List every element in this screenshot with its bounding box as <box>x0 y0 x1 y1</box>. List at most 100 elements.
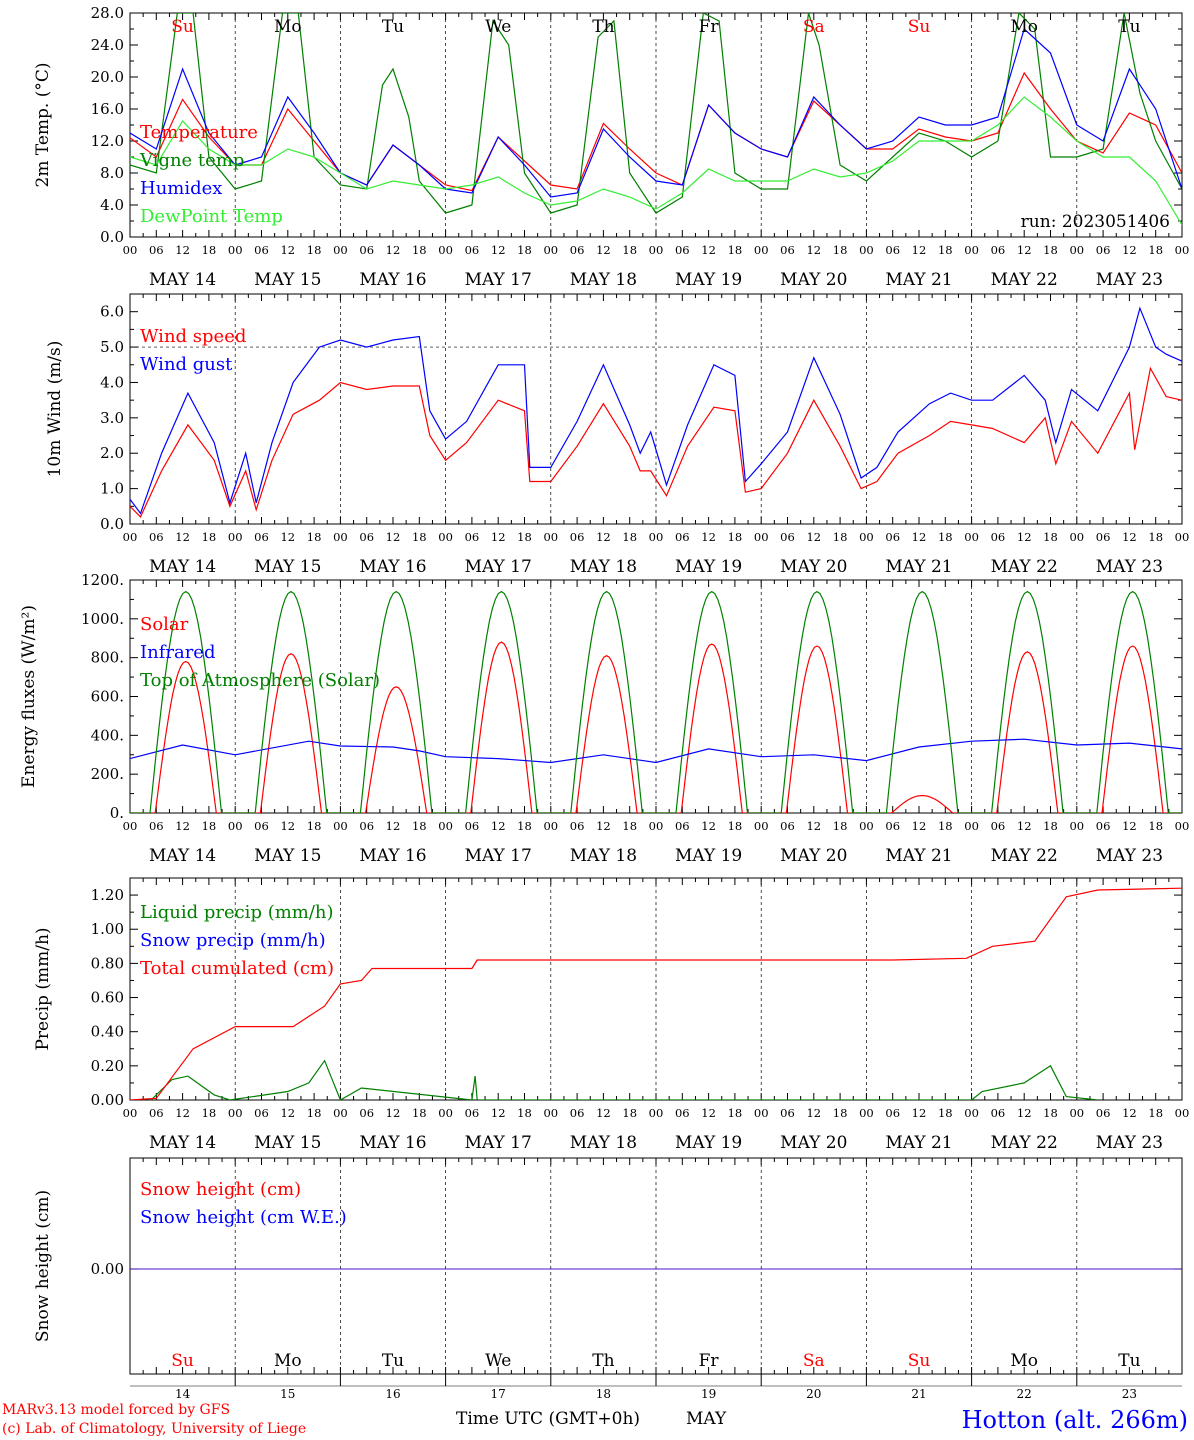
y-tick-label: 12.0 <box>91 132 124 150</box>
y-axis-label: Energy fluxes (W/m²) <box>19 605 39 788</box>
weekday-label: Su <box>171 1351 194 1371</box>
day-label: MAY 15 <box>254 1133 321 1153</box>
series-line <box>130 590 1182 813</box>
hour-tick-label: 00 <box>1069 819 1084 833</box>
hour-tick-label: 00 <box>859 819 874 833</box>
y-tick-label: 200. <box>91 765 124 783</box>
y-tick-label: 400. <box>91 726 124 744</box>
hour-tick-label: 00 <box>1175 819 1190 833</box>
legend-entry: Humidex <box>140 178 222 199</box>
hour-tick-label: 12 <box>596 819 611 833</box>
hour-tick-label: 18 <box>1043 819 1058 833</box>
plot-frame <box>129 12 1183 238</box>
hour-tick-label: 18 <box>517 243 532 257</box>
day-label: MAY 16 <box>359 846 426 866</box>
hour-tick-label: 12 <box>491 243 506 257</box>
day-label: MAY 16 <box>359 1133 426 1153</box>
series-line <box>130 96 1182 226</box>
hour-tick-label: 06 <box>254 530 269 544</box>
hour-tick-label: 12 <box>596 530 611 544</box>
hour-tick-label: 06 <box>465 530 480 544</box>
day-label: MAY 14 <box>149 557 216 577</box>
hour-tick-label: 06 <box>780 1106 795 1120</box>
hour-tick-label: 00 <box>1069 1106 1084 1120</box>
hour-tick-label: 18 <box>202 1106 217 1120</box>
y-tick-label: 3.0 <box>100 409 124 427</box>
y-tick-label: 1.00 <box>91 920 124 938</box>
weekday-label: Tu <box>382 17 404 37</box>
day-number-label: 14 <box>175 1387 191 1401</box>
hour-tick-label: 00 <box>123 243 138 257</box>
hour-tick-label: 12 <box>280 819 295 833</box>
hour-tick-label: 00 <box>754 1106 769 1120</box>
hour-tick-label: 00 <box>964 1106 979 1120</box>
hour-tick-label: 18 <box>517 819 532 833</box>
legend-entry: Temperature <box>140 122 258 143</box>
day-number-label: 15 <box>280 1387 295 1401</box>
hour-tick-label: 06 <box>780 530 795 544</box>
hour-tick-label: 18 <box>202 530 217 544</box>
x-axis-label: Time UTC (GMT+0h) <box>456 1409 640 1429</box>
panel-temperature: 0.0 4.0 8.0 12.0 16.0 20.0 24.0 28.0 00 06 12 18 MAY… <box>33 4 1189 290</box>
weekday-label: Sa <box>803 17 825 37</box>
day-label: MAY 17 <box>465 557 532 577</box>
hour-tick-label: 12 <box>1017 530 1032 544</box>
y-tick-label: 5.0 <box>100 338 124 356</box>
hour-tick-label: 18 <box>622 530 637 544</box>
legend-entry: Solar <box>140 614 189 635</box>
hour-tick-label: 18 <box>833 819 848 833</box>
weekday-label: Su <box>908 17 931 37</box>
hour-tick-label: 06 <box>1096 243 1111 257</box>
hour-tick-label: 00 <box>123 1106 138 1120</box>
hour-tick-label: 18 <box>202 819 217 833</box>
hour-tick-label: 12 <box>1122 1106 1137 1120</box>
hour-tick-label: 06 <box>254 243 269 257</box>
hour-tick-label: 00 <box>754 530 769 544</box>
hour-tick-label: 18 <box>412 243 427 257</box>
hour-tick-label: 12 <box>386 530 401 544</box>
day-label: MAY 22 <box>991 846 1058 866</box>
series-line <box>130 887 1182 1100</box>
y-axis-label: 2m Temp. (°C) <box>33 62 53 187</box>
legend-entry: Wind speed <box>140 326 246 347</box>
hour-tick-label: 18 <box>728 243 743 257</box>
hour-tick-label: 18 <box>202 243 217 257</box>
hour-tick-label: 06 <box>465 1106 480 1120</box>
hour-tick-label: 12 <box>701 530 716 544</box>
hour-tick-label: 18 <box>938 819 953 833</box>
hour-tick-label: 18 <box>938 243 953 257</box>
weekday-label: Sa <box>803 1351 825 1371</box>
legend-entry: Infrared <box>140 642 215 663</box>
day-label: MAY 21 <box>885 270 952 290</box>
hour-tick-label: 18 <box>517 530 532 544</box>
day-label: MAY 20 <box>780 270 847 290</box>
y-tick-label: 0.00 <box>91 1260 124 1278</box>
day-label: MAY 18 <box>570 846 637 866</box>
weekday-label: Mo <box>1010 1351 1038 1371</box>
hour-tick-label: 06 <box>359 1106 374 1120</box>
day-label: MAY 16 <box>359 557 426 577</box>
hour-tick-label: 12 <box>386 243 401 257</box>
day-label: MAY 23 <box>1096 1133 1163 1153</box>
series-group <box>130 887 1182 1100</box>
day-number-label: 18 <box>596 1387 611 1401</box>
panel-precip: 0.00 0.20 0.40 0.60 0.80 1.00 1.20 00 06 12 18 MAY … <box>33 877 1189 1153</box>
hour-tick-label: 06 <box>1096 819 1111 833</box>
weekday-label: Mo <box>274 17 302 37</box>
hour-tick-label: 18 <box>1148 819 1163 833</box>
hour-tick-label: 00 <box>964 530 979 544</box>
day-number-label: 17 <box>491 1387 506 1401</box>
weekday-label: Tu <box>1118 17 1140 37</box>
legend-entry: Snow height (cm W.E.) <box>140 1207 347 1228</box>
hour-tick-label: 12 <box>280 243 295 257</box>
y-axis-label: 10m Wind (m/s) <box>45 341 65 478</box>
hour-tick-label: 00 <box>1175 243 1190 257</box>
hour-tick-label: 00 <box>543 530 558 544</box>
hour-tick-label: 12 <box>806 530 821 544</box>
day-label: MAY 18 <box>570 270 637 290</box>
hour-tick-label: 18 <box>307 243 322 257</box>
day-label: MAY 20 <box>780 1133 847 1153</box>
hour-tick-label: 06 <box>780 819 795 833</box>
hour-tick-label: 00 <box>754 819 769 833</box>
day-label: MAY 22 <box>991 557 1058 577</box>
